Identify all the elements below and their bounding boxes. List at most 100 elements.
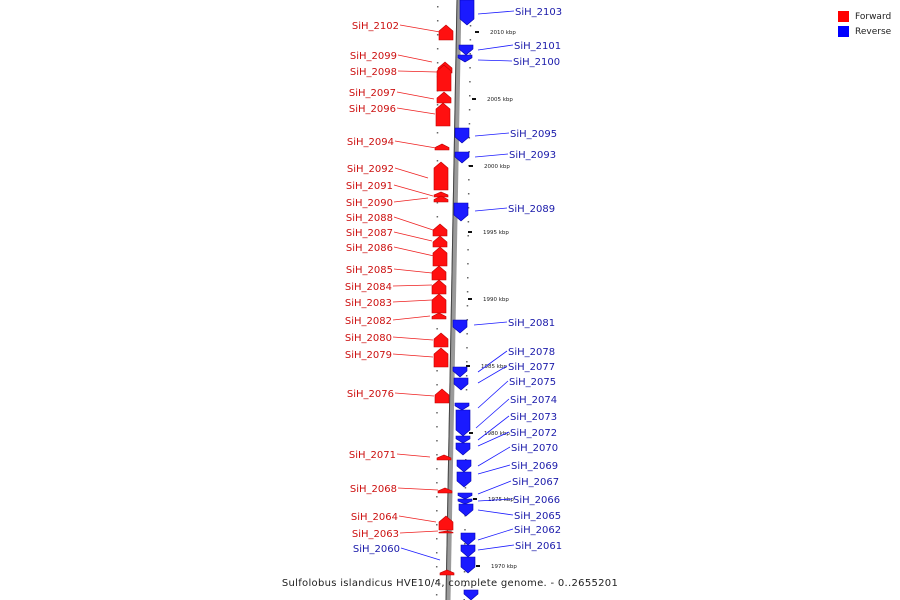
- reverse-gene-label: SiH_2095: [510, 129, 557, 140]
- dot-mark: [467, 263, 469, 265]
- scale-tick: [472, 98, 476, 100]
- reverse-gene-label: SiH_2072: [510, 428, 557, 439]
- reverse-gene-leader: [477, 544, 515, 551]
- dot-mark: [465, 389, 468, 391]
- forward-gene-label: SiH_2094: [347, 137, 394, 148]
- forward-gene-leader: [392, 299, 433, 303]
- legend-forward: Forward: [838, 9, 891, 24]
- legend-reverse-label: Reverse: [855, 26, 892, 37]
- dot-mark: [467, 235, 469, 237]
- dot-mark: [435, 552, 438, 554]
- reverse-gene-label: SiH_2093: [509, 150, 556, 161]
- forward-gene-leader: [392, 353, 434, 358]
- forward-gene-leader: [394, 140, 437, 149]
- scale-tick: [469, 165, 473, 167]
- dot-mark: [469, 81, 471, 83]
- reverse-gene: [457, 492, 473, 500]
- reverse-gene-label: SiH_2073: [510, 412, 557, 423]
- forward-gene-label: SiH_2071: [349, 450, 396, 461]
- scale-tick: [476, 565, 480, 567]
- dot-mark: [463, 571, 466, 573]
- dot-mark: [465, 375, 468, 377]
- scale-tick-label: 2005 kbp: [487, 97, 513, 103]
- forward-gene: [436, 454, 452, 461]
- forward-gene-label: SiH_2099: [350, 51, 397, 62]
- reverse-gene-label: SiH_2103: [515, 7, 562, 18]
- reverse-gene: [455, 435, 471, 444]
- reverse-gene: [463, 589, 479, 600]
- reverse-gene-leader: [477, 431, 510, 447]
- forward-gene: [433, 191, 449, 198]
- dot-mark: [436, 454, 438, 456]
- dot-mark: [436, 440, 438, 442]
- dot-mark: [469, 39, 472, 41]
- dot-mark: [464, 543, 466, 545]
- forward-gene-label: SiH_2079: [345, 350, 392, 361]
- forward-gene-leader: [394, 167, 429, 179]
- forward-gene: [433, 347, 449, 368]
- forward-gene: [435, 102, 451, 127]
- forward-gene-leader: [392, 315, 431, 321]
- dot-mark: [468, 137, 471, 139]
- reverse-gene: [454, 151, 470, 164]
- dot-mark: [469, 53, 471, 55]
- reverse-gene-leader: [477, 44, 514, 51]
- reverse-gene-label: SiH_2070: [511, 443, 558, 454]
- dot-mark: [466, 291, 469, 293]
- dot-mark: [436, 6, 439, 8]
- dot-mark: [436, 412, 438, 414]
- forward-gene-label: SiH_2087: [346, 228, 393, 239]
- forward-gene-label: SiH_2102: [352, 21, 399, 32]
- reverse-gene-label: SiH_2061: [515, 541, 562, 552]
- reverse-gene-label: SiH_2069: [511, 461, 558, 472]
- dot-mark: [436, 510, 438, 512]
- forward-gene: [432, 223, 448, 237]
- forward-gene: [433, 161, 449, 191]
- scale-tick: [475, 31, 479, 33]
- scale-tick-label: 1995 kbp: [483, 230, 509, 236]
- reverse-gene: [454, 402, 470, 411]
- reverse-gene-leader: [475, 398, 510, 429]
- dot-mark: [464, 529, 466, 531]
- reverse-gene: [453, 377, 469, 391]
- forward-gene: [431, 279, 447, 295]
- reverse-gene: [453, 202, 469, 222]
- dot-mark: [436, 538, 438, 540]
- scale-tick-label: 2000 kbp: [484, 164, 510, 170]
- dot-mark: [436, 384, 438, 386]
- forward-gene: [437, 487, 453, 494]
- dot-mark: [468, 109, 471, 111]
- reverse-gene-leader: [477, 59, 513, 62]
- dot-mark: [464, 487, 467, 489]
- forward-gene: [433, 332, 449, 348]
- legend: Forward Reverse: [838, 9, 891, 39]
- dot-mark: [466, 333, 468, 335]
- forward-gene-leader: [393, 231, 433, 242]
- forward-gene: [438, 24, 454, 41]
- dot-mark: [436, 468, 438, 470]
- dot-mark: [466, 305, 469, 307]
- reverse-gene: [460, 532, 476, 546]
- forward-gene-leader: [397, 54, 433, 63]
- forward-gene-leader: [399, 24, 441, 33]
- reverse-gene-leader: [477, 415, 510, 441]
- dot-mark: [435, 566, 438, 568]
- reverse-gene-leader: [477, 464, 511, 475]
- dot-mark: [436, 202, 439, 204]
- dot-mark: [436, 426, 438, 428]
- dot-mark: [467, 221, 470, 223]
- reverse-gene-label: SiH_2100: [513, 57, 560, 68]
- reverse-gene-leader: [474, 153, 509, 158]
- reverse-gene-leader: [477, 528, 514, 541]
- forward-gene-label: SiH_2063: [352, 529, 399, 540]
- dot-mark: [463, 585, 466, 587]
- dot-mark: [468, 165, 470, 167]
- forward-gene-label: SiH_2060: [353, 544, 400, 555]
- dot-mark: [436, 216, 439, 218]
- forward-gene-label: SiH_2083: [345, 298, 392, 309]
- reverse-gene-leader: [477, 365, 508, 384]
- forward-gene-label: SiH_2096: [349, 104, 396, 115]
- dot-mark: [466, 361, 468, 363]
- forward-gene-leader: [393, 246, 435, 257]
